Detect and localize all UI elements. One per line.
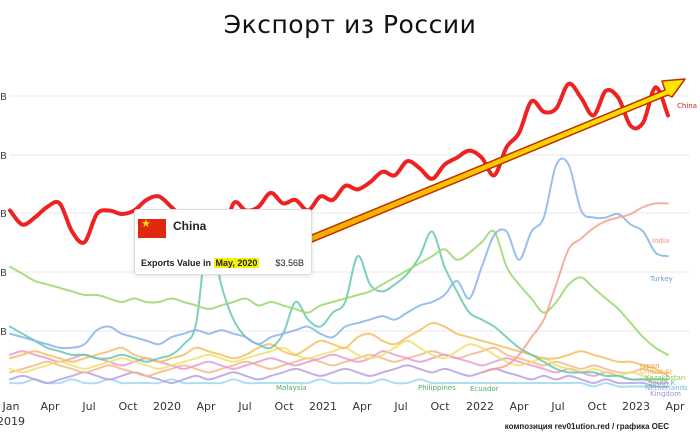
x-tick-label: 2023	[622, 400, 650, 413]
trend-arrow	[245, 78, 686, 269]
x-tick-label: 2021	[309, 400, 337, 413]
line-label: Malaysia	[276, 384, 307, 392]
axis-layer: Jan Apr Jul Oct 2020 Apr Jul Oct 2021 Apr Jul Oct 20…	[0, 400, 685, 428]
series-line-china[interactable]	[8, 81, 670, 246]
x-tick-label: Apr	[352, 400, 372, 413]
trend-arrow-shape	[245, 78, 686, 269]
y-tick-label: B	[0, 327, 7, 338]
grid-layer: B B B B B	[0, 92, 690, 338]
tooltip-date: May, 2020	[213, 258, 260, 268]
x-tick-label: Jul	[550, 400, 564, 413]
y-tick-label: B	[0, 92, 7, 103]
x-tick-label: 2022	[466, 400, 494, 413]
x-tick-label: Apr	[509, 400, 529, 413]
x-tick-label: Jul	[237, 400, 251, 413]
hover-tooltip: ★ China Exports Value in May, 2020 $3.56…	[134, 209, 312, 275]
series-line-5[interactable]	[9, 226, 669, 381]
x-tick-label: Oct	[430, 400, 450, 413]
tooltip-label-text: Exports Value in	[141, 258, 212, 268]
tooltip-label: Exports Value in May, 2020	[141, 258, 260, 268]
line-label: Ecuador	[470, 385, 499, 393]
x-tick-label: Apr	[40, 400, 60, 413]
series-line-7[interactable]	[9, 339, 669, 381]
line-label: India	[652, 237, 669, 245]
x-tick-label: Jul	[393, 400, 407, 413]
line-label: Japan	[639, 362, 660, 370]
tooltip-value: $3.56B	[275, 258, 304, 268]
series-line-8[interactable]	[9, 350, 669, 385]
series-line-10[interactable]	[9, 364, 669, 388]
series-layer	[8, 81, 670, 388]
line-label: Kazakhstan	[645, 374, 685, 382]
x-tick-label: 2020	[153, 400, 181, 413]
china-flag-icon: ★	[138, 218, 166, 238]
x-tick-label: Apr	[665, 400, 685, 413]
y-tick-label: B	[0, 268, 7, 279]
series-line-11[interactable]	[9, 378, 669, 388]
series-line-9[interactable]	[9, 346, 669, 377]
y-tick-label: B	[0, 209, 7, 220]
line-label: Kingdom	[650, 390, 681, 398]
line-label: Netherlands	[645, 384, 688, 392]
line-label: South K	[648, 379, 676, 387]
line-label: United St	[640, 368, 673, 376]
x-tick-label: Apr	[196, 400, 216, 413]
x-tick-label: Jan	[2, 400, 20, 413]
line-label: Philippines	[418, 384, 456, 392]
x-tick-label: Oct	[587, 400, 607, 413]
x-tick-label: Jul	[81, 400, 95, 413]
series-line-turkey[interactable]	[9, 157, 669, 350]
series-line-4[interactable]	[9, 229, 669, 356]
line-label: China	[677, 102, 697, 110]
series-line-india[interactable]	[480, 202, 669, 374]
series-line-6[interactable]	[9, 322, 669, 377]
credit-text: композиция rev01ution.red / графика OEC	[504, 422, 669, 431]
x-tick-label: Oct	[274, 400, 294, 413]
tooltip-country: China	[173, 219, 207, 233]
x-tick-label: Oct	[118, 400, 138, 413]
chart-title: Экспорт из России	[223, 10, 477, 39]
line-label: Turkey	[649, 275, 673, 283]
y-tick-label: B	[0, 151, 7, 162]
x-tick-year: 2019	[0, 415, 25, 428]
